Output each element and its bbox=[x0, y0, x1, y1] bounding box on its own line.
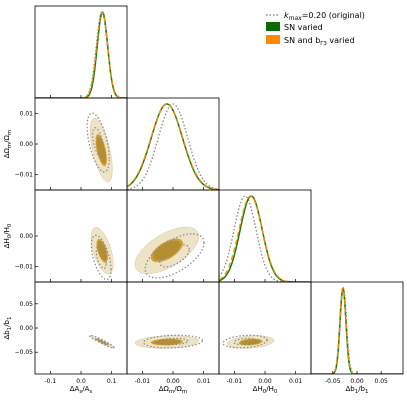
marginal-sn-varied-H0 bbox=[219, 195, 311, 282]
y-axis-label-b1: Δb1/b1 bbox=[3, 316, 13, 339]
marginal-sn-bgamma3-Om bbox=[127, 103, 219, 190]
y-tick-label: 0.00 bbox=[20, 233, 34, 240]
panel-As-Om: −0.01 0.00 0.01 bbox=[15, 97, 128, 191]
x-tick-label: -0.01 bbox=[135, 378, 151, 385]
y-tick-label: 0.00 bbox=[20, 325, 34, 332]
panel-content bbox=[90, 227, 114, 281]
panel-Om-H0 bbox=[126, 189, 220, 283]
x-tick-label: -0.1 bbox=[44, 378, 56, 385]
panel-content bbox=[127, 103, 219, 190]
x-axis-label-Om: ΔΩm/Ωm bbox=[159, 385, 188, 395]
y-tick-label: 0.05 bbox=[20, 301, 34, 308]
y-tick-label: 0.01 bbox=[20, 110, 34, 117]
marginal-original-b1 bbox=[311, 287, 403, 374]
x-tick-label: 0.00 bbox=[166, 378, 180, 385]
legend-label-sn-varied: SN varied bbox=[284, 23, 323, 32]
x-tick-label: 0.0 bbox=[76, 378, 86, 385]
contour-original-1sigma bbox=[157, 337, 189, 346]
x-tick-label: 0.01 bbox=[289, 378, 303, 385]
y-tick-label: −0.05 bbox=[15, 349, 34, 356]
panel-As-As bbox=[34, 5, 128, 99]
panel-content bbox=[222, 334, 275, 349]
y-tick-label: −0.01 bbox=[15, 264, 34, 271]
x-tick-label: 0.01 bbox=[197, 378, 211, 385]
contour-original-1sigma bbox=[92, 127, 105, 158]
contour-original-1sigma bbox=[95, 245, 107, 270]
panel-frame bbox=[310, 281, 404, 375]
x-tick-label: 0.1 bbox=[107, 378, 117, 385]
panel-H0-b1: -0.01 0.00 0.01 bbox=[218, 281, 312, 385]
marginal-sn-varied-b1 bbox=[311, 286, 403, 374]
legend-label-original: kmax=0.20 (original) bbox=[284, 11, 365, 22]
marginal-sn-bgamma3-As bbox=[35, 11, 127, 98]
panel-frame bbox=[218, 281, 312, 375]
panel-Om-b1: -0.01 0.00 0.01 bbox=[126, 281, 220, 385]
y-tick-label: −0.01 bbox=[15, 172, 34, 179]
y-axis-label-Om: ΔΩm/Ωm bbox=[3, 130, 13, 159]
marginal-sn-varied-Om bbox=[127, 103, 219, 190]
y-axis-label-H0: ΔH0/H0 bbox=[3, 223, 13, 248]
panel-content bbox=[88, 334, 115, 349]
y-tick-label: 0.00 bbox=[20, 141, 34, 148]
marginal-sn-bgamma3-b1 bbox=[311, 287, 403, 374]
panel-As-H0: −0.01 0.00 bbox=[15, 189, 128, 283]
x-tick-label: 0.05 bbox=[375, 378, 389, 385]
contour-original-1sigma bbox=[95, 337, 109, 346]
marginal-original-H0 bbox=[219, 195, 311, 282]
panel-content bbox=[86, 112, 113, 183]
panel-content bbox=[311, 286, 403, 374]
contour-original-1sigma bbox=[159, 244, 190, 268]
marginal-original-Om bbox=[127, 103, 219, 190]
x-tick-label: 0.00 bbox=[350, 378, 364, 385]
panel-content bbox=[219, 195, 311, 282]
panel-frame bbox=[34, 97, 128, 191]
panel-frame bbox=[34, 189, 128, 283]
x-axis-label-As: ΔAs/As bbox=[70, 385, 93, 395]
panel-frame bbox=[126, 281, 220, 375]
panel-As-b1: -0.1 0.0 0.1 −0.05 0.00 0.05 bbox=[15, 281, 128, 385]
panel-frame bbox=[34, 281, 128, 375]
panel-content bbox=[134, 226, 205, 279]
contour-varied-core bbox=[96, 136, 106, 164]
legend-swatch-sn-bgamma3 bbox=[266, 35, 280, 44]
marginal-sn-bgamma3-H0 bbox=[219, 195, 311, 282]
contour-varied-core bbox=[153, 240, 181, 261]
panel-content bbox=[35, 11, 127, 98]
x-tick-label: 0.00 bbox=[258, 378, 272, 385]
panel-b1-b1: -0.05 0.00 0.05 bbox=[310, 281, 404, 385]
x-axis-label-H0: ΔH0/H0 bbox=[253, 385, 278, 395]
legend-label-sn-bgamma3: SN and bΓ3 varied bbox=[284, 36, 355, 47]
legend-swatch-sn-varied bbox=[266, 22, 280, 31]
panel-H0-H0 bbox=[218, 189, 312, 283]
x-axis-label-b1: Δb1/b1 bbox=[345, 385, 368, 395]
x-tick-label: -0.05 bbox=[325, 378, 341, 385]
contour-original-2sigma bbox=[88, 334, 115, 349]
legend: kmax=0.20 (original) SN varied SN and bΓ… bbox=[266, 11, 365, 47]
x-tick-label: -0.01 bbox=[227, 378, 243, 385]
panel-content bbox=[134, 334, 204, 349]
contour-original-2sigma bbox=[86, 112, 110, 173]
panels-layer: −0.01 0.00 0.01 −0.01 0.00 -0.1 0.0 0.1 −0.05 0.0… bbox=[3, 5, 404, 395]
panel-Om-Om bbox=[126, 97, 220, 191]
